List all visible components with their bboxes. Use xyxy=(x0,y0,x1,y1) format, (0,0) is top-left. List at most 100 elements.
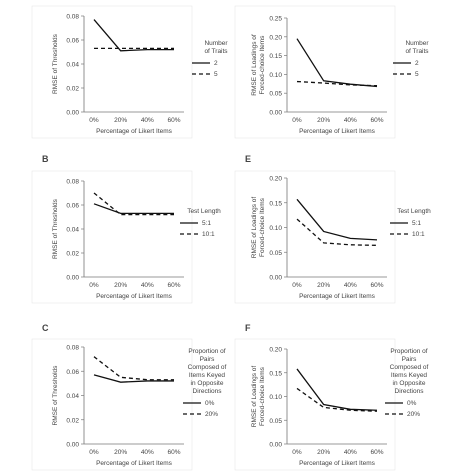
y-tick-label: 0.04 xyxy=(66,62,79,69)
legend-label-1: 5:1 xyxy=(412,220,421,227)
y-tick-label: 0.06 xyxy=(66,369,79,376)
legend-title: Number xyxy=(204,40,228,47)
legend-title: Pairs xyxy=(200,356,216,363)
legend: Test Length 5:1 10:1 xyxy=(390,208,431,238)
series-line-2 xyxy=(296,218,378,246)
x-tick-label: 40% xyxy=(141,449,154,456)
series-line-1 xyxy=(296,198,378,241)
y-axis-label: RMSE of Thresholds xyxy=(52,365,59,426)
x-tick-label: 40% xyxy=(344,117,357,124)
x-tick-label: 40% xyxy=(344,449,357,456)
legend-label-1: 5:1 xyxy=(202,220,211,227)
panel-frame xyxy=(234,338,396,471)
legend-title: Proportion of xyxy=(188,348,225,355)
legend-title: Pairs xyxy=(402,356,418,363)
legend-title: Composed of xyxy=(188,364,227,371)
x-tick-label: 20% xyxy=(114,449,127,456)
legend-title: Composed of xyxy=(390,364,429,371)
y-tick-label: 0.10 xyxy=(269,225,282,232)
y-tick-label: 0.10 xyxy=(269,394,282,401)
legend-label-1: 2 xyxy=(415,60,419,67)
y-tick-label: 0.00 xyxy=(66,442,79,449)
x-tick-label: 40% xyxy=(141,117,154,124)
chart-panel-1: 0.00 0.02 0.04 0.06 0.08 0% 20% 40% 60% Percentag… xyxy=(31,5,228,139)
y-axis-label: RMSE of Loadings ofForced-choice Items xyxy=(251,34,266,96)
panel-letter: F xyxy=(245,323,251,333)
x-tick-label: 20% xyxy=(317,449,330,456)
y-tick-label: 0.05 xyxy=(269,418,282,425)
y-tick-label: 0.20 xyxy=(269,176,282,183)
x-tick-label: 0% xyxy=(292,449,302,456)
series-line-1 xyxy=(93,374,174,383)
series-line-1 xyxy=(296,38,378,88)
y-axis-label-line: Forced-choice Items xyxy=(259,366,266,426)
legend-label-2: 20% xyxy=(407,411,420,418)
y-tick-label: 0.08 xyxy=(66,345,79,352)
panel-frame xyxy=(31,338,193,471)
x-tick-label: 20% xyxy=(317,117,330,124)
panel-frame xyxy=(234,170,396,304)
y-tick-label: 0.08 xyxy=(66,179,79,186)
x-tick-label: 60% xyxy=(370,449,383,456)
legend-title: of Traits xyxy=(405,48,429,55)
x-tick-label: 40% xyxy=(344,282,357,289)
y-tick-label: 0.25 xyxy=(269,16,282,23)
y-tick-label: 0.05 xyxy=(269,250,282,257)
x-tick-label: 60% xyxy=(167,449,180,456)
legend-title: Items Keyed xyxy=(391,372,428,379)
x-tick-label: 60% xyxy=(370,117,383,124)
y-axis-label: RMSE of Loadings ofForced-choice Items xyxy=(251,366,266,428)
x-tick-label: 60% xyxy=(167,282,180,289)
legend-label-2: 20% xyxy=(205,411,218,418)
series-line-1 xyxy=(93,19,174,52)
x-tick-label: 20% xyxy=(114,117,127,124)
series-line-2 xyxy=(93,192,174,216)
panel-letter: C xyxy=(42,323,49,333)
y-tick-label: 0.02 xyxy=(66,417,79,424)
y-tick-label: 0.15 xyxy=(269,53,282,60)
y-tick-label: 0.15 xyxy=(269,370,282,377)
legend-title: in Opposite xyxy=(191,380,224,387)
x-axis-label: Percentage of Likert Items xyxy=(96,293,173,300)
panel-letter: B xyxy=(42,154,49,164)
x-axis-label: Percentage of Likert Items xyxy=(96,128,173,135)
legend-label-2: 10:1 xyxy=(412,231,425,238)
chart-panel-2: 0.00 0.05 0.10 0.15 0.20 0.25 0% 20% 40% 60% Perce… xyxy=(234,5,429,139)
chart-panel-4: E 0.00 0.05 0.10 0.15 0.20 0% 20% 40% 60% Percenta… xyxy=(234,154,431,304)
x-tick-label: 60% xyxy=(167,117,180,124)
series-line-2 xyxy=(93,356,174,381)
series-line-2 xyxy=(296,80,378,87)
legend-title: Items Keyed xyxy=(189,372,226,379)
y-axis-label-line: RMSE of Loadings of xyxy=(251,197,258,259)
legend-label-2: 5 xyxy=(415,71,419,78)
legend-label-2: 10:1 xyxy=(202,231,215,238)
y-axis-label-line: Forced-choice Items xyxy=(259,197,266,257)
legend-label-1: 2 xyxy=(214,60,218,67)
panel-frame xyxy=(31,170,193,304)
y-tick-label: 0.04 xyxy=(66,227,79,234)
y-tick-label: 0.00 xyxy=(269,275,282,282)
y-axis-label-line: RMSE of Loadings of xyxy=(251,366,258,428)
x-axis-label: Percentage of Likert Items xyxy=(299,128,376,135)
chart-panel-3: B 0.00 0.02 0.04 0.06 0.08 0% 20% 40% 60% Percenta… xyxy=(31,154,221,304)
legend-label-1: 0% xyxy=(205,400,215,407)
x-axis-label: Percentage of Likert Items xyxy=(96,460,173,467)
x-tick-label: 20% xyxy=(114,282,127,289)
y-axis-label-line: Forced-choice Items xyxy=(259,35,266,95)
x-tick-label: 0% xyxy=(89,282,99,289)
x-axis-label: Percentage of Likert Items xyxy=(299,460,376,467)
legend-title: Test Length xyxy=(397,208,431,215)
y-tick-label: 0.05 xyxy=(269,91,282,98)
y-tick-label: 0.00 xyxy=(66,110,79,117)
chart-panel-5: C 0.00 0.02 0.04 0.06 0.08 0% 20% 40% 60% Percenta… xyxy=(31,323,227,471)
x-tick-label: 60% xyxy=(370,282,383,289)
x-tick-label: 0% xyxy=(89,449,99,456)
y-axis-label: RMSE of Thresholds xyxy=(52,198,59,259)
legend-title: Directions xyxy=(193,388,223,395)
y-tick-label: 0.20 xyxy=(269,347,282,354)
series-line-1 xyxy=(296,368,378,411)
panel-frame xyxy=(31,5,193,139)
